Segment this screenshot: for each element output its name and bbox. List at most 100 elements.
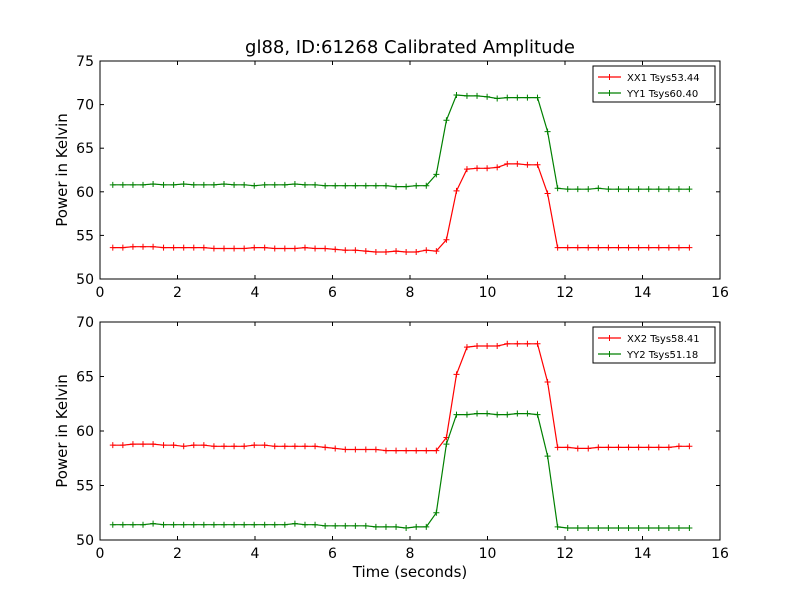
top-x-tick-label: 8 bbox=[406, 285, 415, 301]
top-series-1-point bbox=[322, 245, 329, 252]
bottom-series-1-point bbox=[433, 447, 440, 454]
top-legend-marker-1 bbox=[606, 74, 613, 80]
top-series-1-point bbox=[413, 248, 420, 255]
bottom-series-2-point bbox=[109, 521, 116, 528]
top-series-1-point bbox=[605, 244, 612, 251]
bottom-series-2-point bbox=[645, 525, 652, 532]
top-series-2-point bbox=[140, 181, 147, 188]
bottom-series-2-point bbox=[210, 521, 217, 528]
top-series-1-point bbox=[686, 244, 693, 251]
bottom-series-2-point bbox=[342, 522, 349, 529]
bottom-series-1-point bbox=[665, 444, 672, 451]
bottom-series-2-point bbox=[423, 523, 430, 530]
top-series-2-point bbox=[474, 92, 481, 99]
bottom-series-2-point bbox=[665, 525, 672, 532]
top-series-1-point bbox=[119, 244, 126, 251]
top-x-tick-label: 10 bbox=[479, 285, 497, 301]
top-series-2-point bbox=[605, 186, 612, 193]
bottom-series-1-point bbox=[675, 443, 682, 450]
top-x-tick-label: 4 bbox=[251, 285, 260, 301]
bottom-series-2-point bbox=[221, 521, 227, 528]
bottom-series-1-point bbox=[291, 443, 298, 450]
top-series-1-point bbox=[585, 244, 592, 251]
top-series-1-point bbox=[453, 187, 460, 194]
top-series-2-point bbox=[241, 181, 248, 188]
top-y-tick-label: 50 bbox=[76, 272, 94, 288]
top-series-1-point bbox=[352, 247, 359, 254]
bottom-series-line-2 bbox=[112, 413, 690, 529]
top-legend-label-2: YY1 Tsys60.40 bbox=[626, 89, 698, 100]
top-series-2-point bbox=[393, 183, 400, 190]
bottom-series-1-point bbox=[170, 442, 177, 449]
bottom-series-1-point bbox=[271, 443, 278, 450]
top-series-1-point bbox=[170, 244, 177, 251]
bottom-series-2-point bbox=[140, 521, 147, 528]
top-series-1-point bbox=[150, 243, 157, 250]
bottom-series-2-point bbox=[382, 523, 389, 530]
top-series-1-point bbox=[403, 248, 410, 255]
top-series-2-point bbox=[574, 186, 581, 193]
top-series-1-point bbox=[301, 244, 308, 251]
top-series-2-point bbox=[332, 182, 339, 189]
bottom-series-1-point bbox=[342, 446, 349, 453]
bottom-x-tick-label: 12 bbox=[556, 546, 574, 562]
top-series-1-point bbox=[210, 245, 217, 252]
top-series-1-point bbox=[382, 248, 389, 255]
bottom-series-2-point bbox=[564, 525, 571, 532]
bottom-series-1-point bbox=[251, 442, 258, 449]
bottom-series-2-point bbox=[514, 410, 521, 417]
top-series-1-point bbox=[484, 165, 491, 172]
bottom-series-1-point bbox=[403, 447, 410, 454]
top-series-2-point bbox=[231, 181, 238, 188]
bottom-series-2-point bbox=[200, 521, 207, 528]
top-series-1-point bbox=[675, 244, 682, 251]
top-series-2-point bbox=[534, 94, 541, 101]
top-series-1-point bbox=[281, 245, 288, 252]
bottom-y-tick-label: 70 bbox=[76, 315, 94, 331]
bottom-series-1-point bbox=[605, 444, 612, 451]
top-series-2-point bbox=[635, 186, 642, 193]
bottom-series-line-1 bbox=[112, 343, 690, 452]
top-series-1-point bbox=[655, 244, 662, 251]
top-series-1-point bbox=[393, 248, 400, 255]
bottom-series-2-point bbox=[160, 521, 167, 528]
top-series-1-point bbox=[190, 244, 197, 251]
top-series-1-point bbox=[524, 161, 531, 168]
top-series-1-point bbox=[423, 247, 430, 254]
top-series-2-point bbox=[261, 181, 268, 188]
top-series-1-point bbox=[180, 244, 187, 251]
top-series-1-point bbox=[554, 244, 561, 251]
bottom-series-1-point bbox=[453, 371, 460, 378]
top-y-tick-label: 75 bbox=[76, 54, 94, 70]
bottom-series-1-point bbox=[140, 441, 147, 448]
bottom-series-2-point bbox=[675, 525, 682, 532]
bottom-series-2-point bbox=[241, 521, 248, 528]
bottom-series-2-point bbox=[251, 521, 258, 528]
top-x-tick-label: 12 bbox=[556, 285, 574, 301]
top-series-2-point bbox=[514, 94, 521, 101]
top-series-2-point bbox=[291, 180, 298, 187]
top-series-2-point bbox=[625, 186, 632, 193]
bottom-series-1-point bbox=[382, 447, 389, 454]
top-series-1-point bbox=[109, 244, 116, 251]
top-series-2-point bbox=[150, 180, 157, 187]
bottom-series-2-point bbox=[504, 411, 511, 418]
top-series-2-point bbox=[544, 128, 551, 135]
bottom-series-2-point bbox=[231, 521, 238, 528]
bottom-series-1-point bbox=[484, 342, 491, 349]
top-series-2-point bbox=[504, 94, 511, 101]
top-series-1-point bbox=[544, 190, 551, 197]
plot-bottom: 0 2 4 6 8 10 12 14 16 50 55 60 65 70 Power in Kelvin Ti… bbox=[53, 315, 729, 581]
bottom-series-2-point bbox=[190, 521, 197, 528]
bottom-y-axis-label: Power in Kelvin bbox=[53, 374, 71, 488]
bottom-series-2-point bbox=[322, 522, 329, 529]
top-series-2-point bbox=[453, 92, 460, 99]
top-series-1-point bbox=[625, 244, 632, 251]
top-series-1-point bbox=[372, 248, 379, 255]
top-x-tick-label: 14 bbox=[634, 285, 652, 301]
bottom-series-1-point bbox=[190, 442, 197, 449]
bottom-series-2-point bbox=[393, 523, 400, 530]
top-series-2-point bbox=[271, 181, 278, 188]
bottom-series-1-point bbox=[494, 342, 501, 349]
bottom-legend-label-1: XX2 Tsys58.41 bbox=[627, 334, 700, 345]
